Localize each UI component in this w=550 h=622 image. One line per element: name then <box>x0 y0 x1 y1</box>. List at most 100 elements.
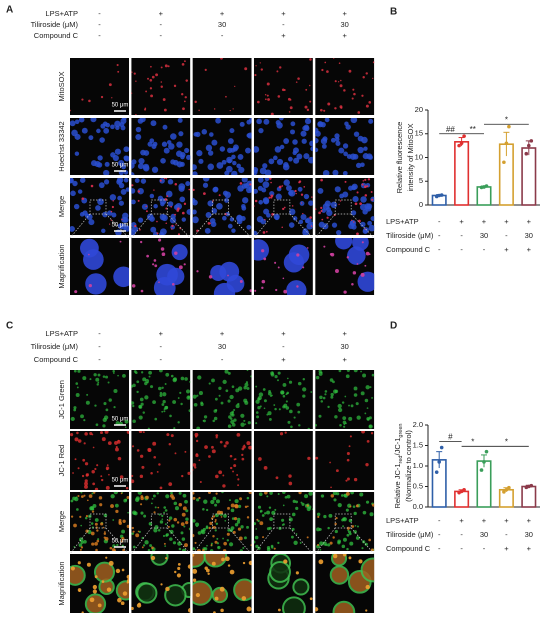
cell <box>100 522 104 526</box>
cell <box>192 469 194 471</box>
cell <box>246 370 249 372</box>
row-label: Hoechst 33342 <box>57 121 66 171</box>
cell <box>333 498 337 502</box>
cell <box>268 506 272 509</box>
cell <box>225 95 227 98</box>
cell <box>282 394 286 398</box>
cell <box>108 83 112 87</box>
cell <box>76 386 79 389</box>
cell <box>197 531 202 535</box>
bar <box>454 141 470 206</box>
cell <box>150 471 153 475</box>
cell <box>302 378 306 381</box>
cell <box>102 526 105 529</box>
cell <box>161 252 166 257</box>
cell <box>321 218 324 221</box>
micrograph <box>131 118 191 175</box>
cell <box>260 68 263 71</box>
micrograph <box>192 492 252 551</box>
cell <box>297 381 302 386</box>
cell <box>255 385 258 388</box>
cell <box>236 520 241 524</box>
cell <box>74 437 79 442</box>
cell <box>357 146 364 154</box>
cell <box>229 109 231 112</box>
cell <box>343 151 348 157</box>
cell <box>213 416 218 421</box>
cell <box>321 143 327 149</box>
cell <box>329 378 334 382</box>
cell <box>270 181 272 184</box>
bar <box>521 485 537 508</box>
cell <box>232 108 234 110</box>
cell <box>177 562 181 566</box>
cell <box>162 124 168 130</box>
cell <box>368 538 371 542</box>
cell <box>158 238 162 242</box>
cell <box>119 475 124 479</box>
cell <box>229 128 235 134</box>
cell <box>362 510 367 515</box>
cell <box>216 162 224 169</box>
cell <box>353 370 358 373</box>
image-background <box>253 431 313 490</box>
condition-level: + <box>504 544 509 553</box>
cell <box>255 411 259 414</box>
cell <box>239 497 243 501</box>
cell <box>164 545 167 547</box>
cell <box>123 146 129 153</box>
cell <box>160 583 163 586</box>
cell <box>212 419 215 423</box>
cell <box>110 494 115 499</box>
micrograph <box>70 118 129 175</box>
zoom-line <box>167 213 191 239</box>
cell <box>360 557 375 583</box>
cell <box>79 178 86 183</box>
cell <box>281 185 284 187</box>
cell <box>74 497 79 502</box>
cell <box>122 548 125 551</box>
cell <box>182 506 187 511</box>
cell <box>160 81 163 83</box>
cell <box>364 398 369 403</box>
cell <box>88 135 94 141</box>
cell <box>205 144 213 152</box>
cell <box>345 374 350 379</box>
cell <box>104 531 106 533</box>
cell <box>70 416 75 422</box>
cell <box>279 66 282 69</box>
cell <box>346 477 350 481</box>
cell <box>182 107 185 111</box>
cell <box>96 383 99 386</box>
cell <box>231 413 235 417</box>
cell <box>138 228 141 231</box>
cell <box>302 229 309 235</box>
cell <box>334 529 338 534</box>
cell <box>359 492 364 497</box>
cell <box>171 524 175 528</box>
cell <box>338 147 345 154</box>
cell <box>363 227 369 233</box>
cell <box>295 533 298 535</box>
cell <box>181 217 186 222</box>
cell <box>227 564 231 567</box>
cell <box>342 143 349 149</box>
cell <box>75 382 79 385</box>
cell <box>153 203 158 209</box>
row-label: JC-1 Green <box>57 380 66 419</box>
scale-bar-label: 50 μm <box>112 163 129 169</box>
cell <box>309 597 313 601</box>
cell <box>254 289 257 292</box>
bar <box>476 460 492 508</box>
condition-level: + <box>504 245 509 254</box>
cell <box>192 547 196 551</box>
cell <box>266 82 270 86</box>
cell <box>326 216 329 219</box>
cell <box>345 479 348 482</box>
data-point <box>437 460 442 464</box>
bar <box>521 147 537 206</box>
cell <box>249 289 252 292</box>
cell <box>131 184 134 187</box>
cell <box>240 413 245 418</box>
cell <box>327 526 330 530</box>
